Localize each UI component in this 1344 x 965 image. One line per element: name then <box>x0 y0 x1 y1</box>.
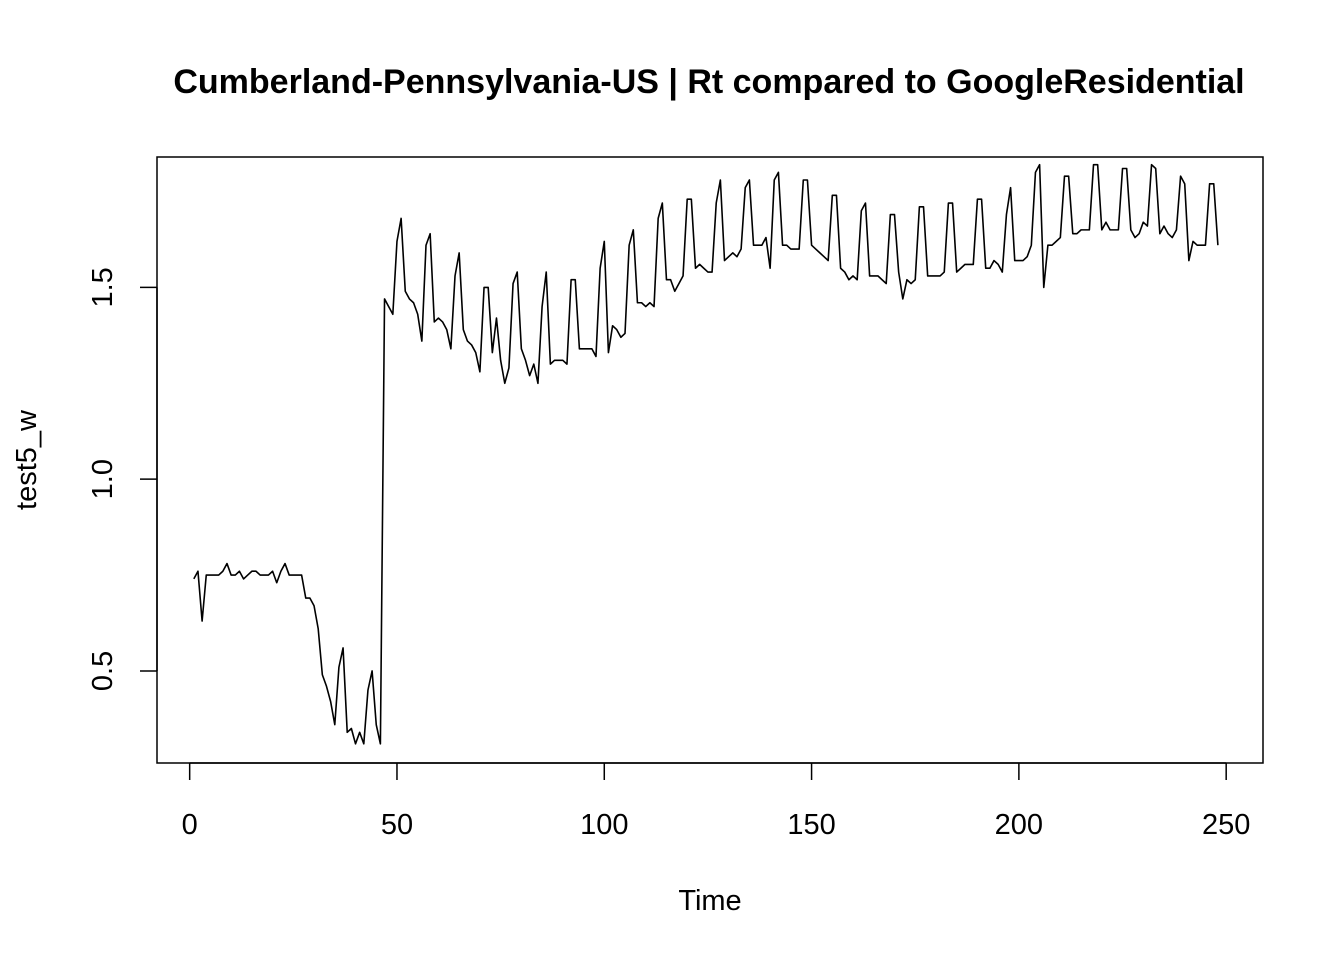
y-tick-label: 1.5 <box>87 267 119 307</box>
x-axis: 0 50 100 150 200 250 <box>182 762 1250 841</box>
x-tick-label: 200 <box>995 809 1043 841</box>
x-tick-label: 150 <box>787 809 835 841</box>
x-tick-label: 250 <box>1202 809 1250 841</box>
x-tick-label: 100 <box>580 809 628 841</box>
series-line-0 <box>193 163 1219 745</box>
x-axis-label: Time <box>678 885 741 917</box>
x-tick-label: 0 <box>182 809 198 841</box>
chart-title: Cumberland-Pennsylvania-US | Rt compared… <box>173 63 1244 101</box>
series-layer <box>193 163 1219 745</box>
y-axis-label: test5_w <box>11 409 43 510</box>
y-axis: 0.5 1.0 1.5 <box>87 267 158 691</box>
y-tick-label: 0.5 <box>87 651 119 691</box>
x-tick-label: 50 <box>381 809 413 841</box>
y-tick-label: 1.0 <box>87 459 119 499</box>
